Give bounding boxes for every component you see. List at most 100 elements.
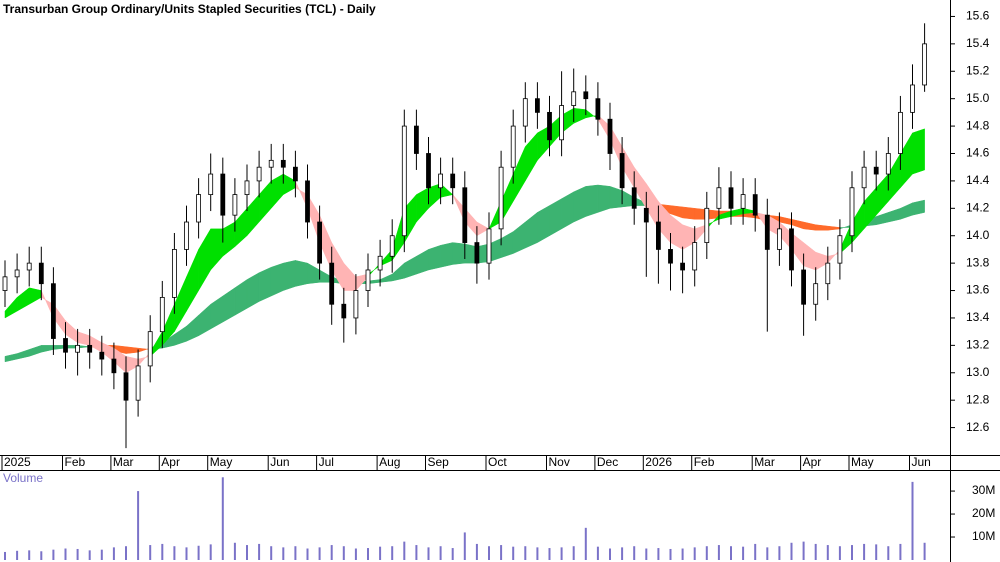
candle-body [38,262,44,285]
candle-body [413,125,419,154]
candle-body [426,153,431,189]
ribbon-segment [912,128,925,175]
ribbon-segment [791,218,804,230]
y-tick-label: 13.2 [966,338,990,352]
volume-bar [354,548,357,560]
volume-title: Volume [3,471,43,485]
candle-body [595,98,601,120]
ribbon-segment [234,279,248,316]
x-tick-label: Oct [488,455,507,469]
volume-bar [923,542,926,560]
candle-body [256,166,262,182]
ribbon-segment [827,225,841,231]
volume-bar [246,545,248,560]
ribbon-segment [258,180,272,223]
candle-body [716,187,722,209]
candle-body [825,262,831,285]
volume-bar [572,546,575,560]
x-tick-label: Feb [694,455,715,469]
x-tick-label: Jun [912,455,931,469]
candle-body [583,91,589,100]
ribbon-segment [815,224,829,231]
volume-bar [197,545,200,560]
candle-body [535,98,540,113]
x-tick-label: Aug [379,455,400,469]
volume-bar [137,491,140,560]
volume-bar [512,546,515,560]
candle-body [2,276,8,291]
volume-bar [88,550,91,560]
volume-bar [330,545,333,560]
candle-body [571,91,577,106]
candle-body [643,207,649,223]
candle-body [232,194,238,216]
volume-bar [730,546,732,560]
volume-bar [391,546,394,560]
x-tick-label: Feb [65,455,86,469]
ribbon-segment [16,287,30,312]
ribbon-segment [500,231,514,258]
volume-bar [463,532,466,560]
candle-body [268,159,274,168]
x-tick-label: Jun [270,455,289,469]
ribbon-segment [246,272,260,309]
volume-bar [802,541,805,560]
volume-bar [112,547,115,560]
candle-body [208,173,214,196]
candle-body [329,262,335,305]
candle-body [450,173,456,189]
volume-bar [851,545,853,560]
candle-body [353,290,359,319]
x-tick-label: Apr [803,455,822,469]
candle-body [789,228,794,271]
candle-body [837,235,843,264]
ribbon-segment [573,107,587,124]
volume-bar [4,551,6,560]
volume-bar [379,546,382,560]
candle-body [220,173,226,216]
candle-body [486,228,492,264]
volume-bar [584,527,587,560]
candle-body [740,194,746,209]
volume-bar [258,543,261,560]
candle-body [547,111,552,141]
volume-bar [814,543,817,560]
volume-bar [548,548,551,560]
ribbon-segment [452,242,466,265]
ribbon-segment [28,287,42,305]
volume-bar [439,546,442,560]
ribbon-segment [125,346,139,354]
y-tick-label: 14.2 [966,200,990,214]
candle-body [801,269,806,305]
volume-bar [500,545,503,560]
y-tick-label: 13.8 [966,255,990,269]
volume-bar [294,546,297,560]
volume-bar [282,547,285,560]
y-tick-label: 10M [972,529,995,543]
candle-body [910,84,915,113]
ribbon-segment [295,260,308,287]
candle-body [873,166,879,175]
volume-bar [766,547,769,560]
ribbon-segment [561,191,574,230]
candle-body [317,221,323,264]
volume-bar [233,542,236,560]
candle-body [438,173,444,189]
y-tick-label: 12.6 [966,420,990,434]
y-tick-label: 14.0 [966,228,990,242]
y-tick-label: 12.8 [966,392,990,406]
y-tick-label: 14.8 [966,118,990,132]
y-tick-label: 15.0 [966,91,990,105]
ribbon-segment [875,173,889,216]
y-tick-label: 15.4 [966,36,990,50]
ribbon-segment [670,214,683,250]
ribbon-segment [416,248,429,275]
ribbon-segment [803,221,816,231]
x-tick-label: Mar [754,455,775,469]
volume-bar [209,544,212,560]
candle-body [159,296,165,333]
ribbon-segment [875,212,889,226]
candle-body [462,187,468,243]
candle-body [51,283,56,339]
